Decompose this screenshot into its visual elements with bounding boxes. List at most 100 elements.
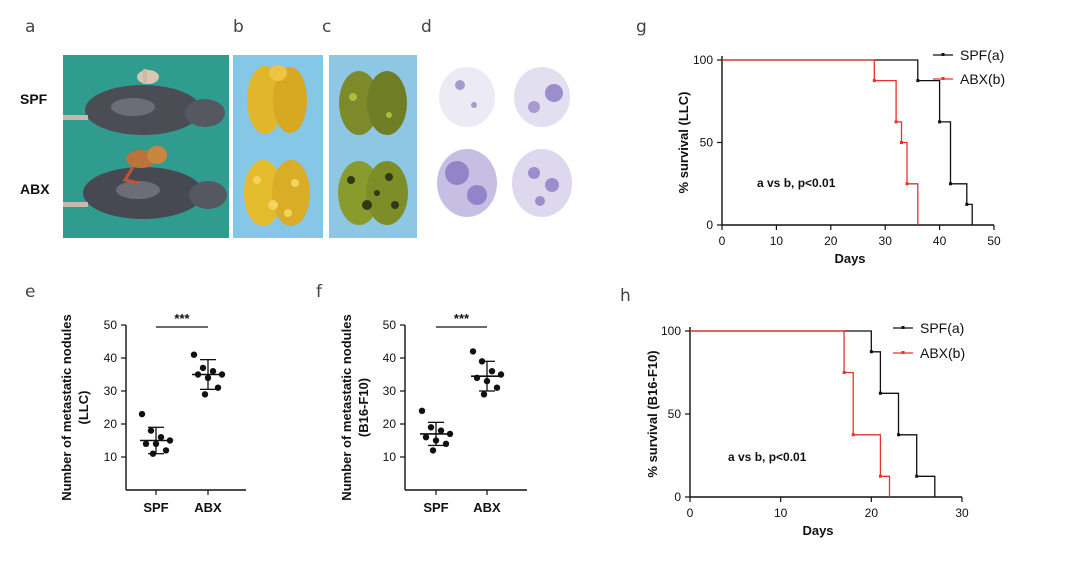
section-abx-llc	[437, 149, 497, 217]
panel-label-h: h	[620, 286, 631, 306]
y-axis-label: % survival (LLC)	[676, 92, 691, 194]
censor-mark	[851, 433, 855, 437]
censor-mark	[869, 350, 873, 354]
data-point	[429, 447, 437, 454]
y-axis-label: % survival (B16-F10)	[645, 350, 660, 477]
y-axis-label: Number of metastatic nodules	[59, 314, 74, 500]
data-point	[157, 434, 165, 441]
lung-abx-yellow	[244, 160, 310, 226]
legend-label: SPF(a)	[920, 320, 964, 336]
histology-sections	[422, 55, 582, 238]
data-point	[427, 424, 435, 431]
lung-spf-green	[339, 71, 407, 135]
p-value-annotation: a vs b, p<0.01	[728, 450, 807, 464]
legend-marker	[941, 53, 945, 56]
data-point	[147, 427, 155, 434]
y-tick-label: 20	[104, 417, 118, 431]
legend-label: ABX(b)	[960, 71, 1005, 87]
legend-marker	[901, 351, 905, 354]
survival-curve	[690, 330, 891, 497]
data-point	[190, 351, 198, 358]
x-tick-label: SPF	[143, 500, 168, 515]
legend-marker	[941, 77, 945, 80]
x-axis-label: Days	[834, 251, 865, 266]
censor-mark	[915, 474, 919, 478]
data-point	[201, 391, 209, 398]
legend-label: SPF(a)	[960, 47, 1004, 63]
data-point	[422, 434, 430, 441]
x-axis-label: Days	[802, 523, 833, 538]
y-tick-label: 100	[693, 53, 713, 67]
y-tick-label: 50	[104, 318, 118, 332]
y-tick-label: 30	[383, 384, 397, 398]
data-point	[437, 427, 445, 434]
x-tick-label: 20	[865, 506, 879, 520]
survival-curve	[722, 59, 973, 225]
x-tick-label: 40	[933, 234, 947, 248]
p-value-annotation: a vs b, p<0.01	[757, 176, 836, 190]
section-spf-b16	[514, 67, 570, 127]
data-point	[199, 364, 207, 372]
y-tick-label: 30	[104, 384, 118, 398]
censor-mark	[916, 79, 920, 83]
x-tick-label: ABX	[473, 500, 501, 515]
data-point	[488, 368, 496, 375]
significance-label: ***	[174, 311, 190, 326]
panel-label-c: c	[322, 17, 332, 37]
x-tick-label: SPF	[423, 500, 448, 515]
panel-label-e: e	[25, 282, 36, 302]
data-point	[209, 368, 217, 375]
censor-mark	[905, 182, 909, 186]
y-axis-label: (B16-F10)	[356, 378, 371, 437]
x-tick-label: 0	[687, 506, 694, 520]
lung-photo-green	[329, 55, 417, 238]
data-point	[142, 440, 150, 447]
mouse-abx	[63, 146, 227, 219]
lung-spf-yellow	[247, 65, 307, 134]
y-tick-label: 50	[668, 407, 682, 421]
survival-curve	[722, 59, 919, 225]
panel-label-d: d	[421, 17, 432, 37]
mouse-spf	[63, 69, 225, 135]
censor-mark	[894, 120, 898, 124]
x-tick-label: 50	[987, 234, 1001, 248]
censor-mark	[948, 182, 952, 186]
panel-label-a: a	[25, 17, 36, 37]
mouse-photo	[63, 55, 229, 238]
x-tick-label: 10	[770, 234, 784, 248]
y-tick-label: 40	[104, 351, 118, 365]
section-spf-llc	[439, 67, 495, 127]
x-tick-label: 0	[719, 234, 726, 248]
censor-mark	[842, 371, 846, 374]
censor-mark	[965, 202, 969, 206]
section-abx-b16	[512, 149, 572, 217]
survival-curve	[690, 330, 936, 497]
censor-mark	[878, 474, 882, 478]
x-tick-label: 30	[879, 234, 893, 248]
y-tick-label: 50	[700, 136, 714, 150]
x-tick-label: ABX	[194, 500, 222, 515]
y-tick-label: 50	[383, 318, 397, 332]
y-tick-label: 10	[383, 450, 397, 464]
x-tick-label: 10	[774, 506, 788, 520]
lung-photo-yellow	[233, 55, 323, 238]
data-point	[162, 447, 170, 454]
y-tick-label: 100	[661, 324, 681, 338]
y-tick-label: 10	[104, 450, 118, 464]
data-point	[418, 407, 426, 414]
data-point	[214, 384, 222, 391]
y-tick-label: 0	[706, 218, 713, 232]
x-tick-label: 20	[824, 234, 838, 248]
legend-label: ABX(b)	[920, 345, 965, 361]
panel-label-b: b	[233, 17, 244, 37]
data-point	[469, 348, 477, 355]
row-label-spf: SPF	[20, 91, 48, 107]
censor-mark	[900, 141, 904, 144]
censor-mark	[878, 391, 882, 395]
legend-marker	[901, 326, 905, 329]
y-axis-label: (LLC)	[76, 391, 91, 425]
